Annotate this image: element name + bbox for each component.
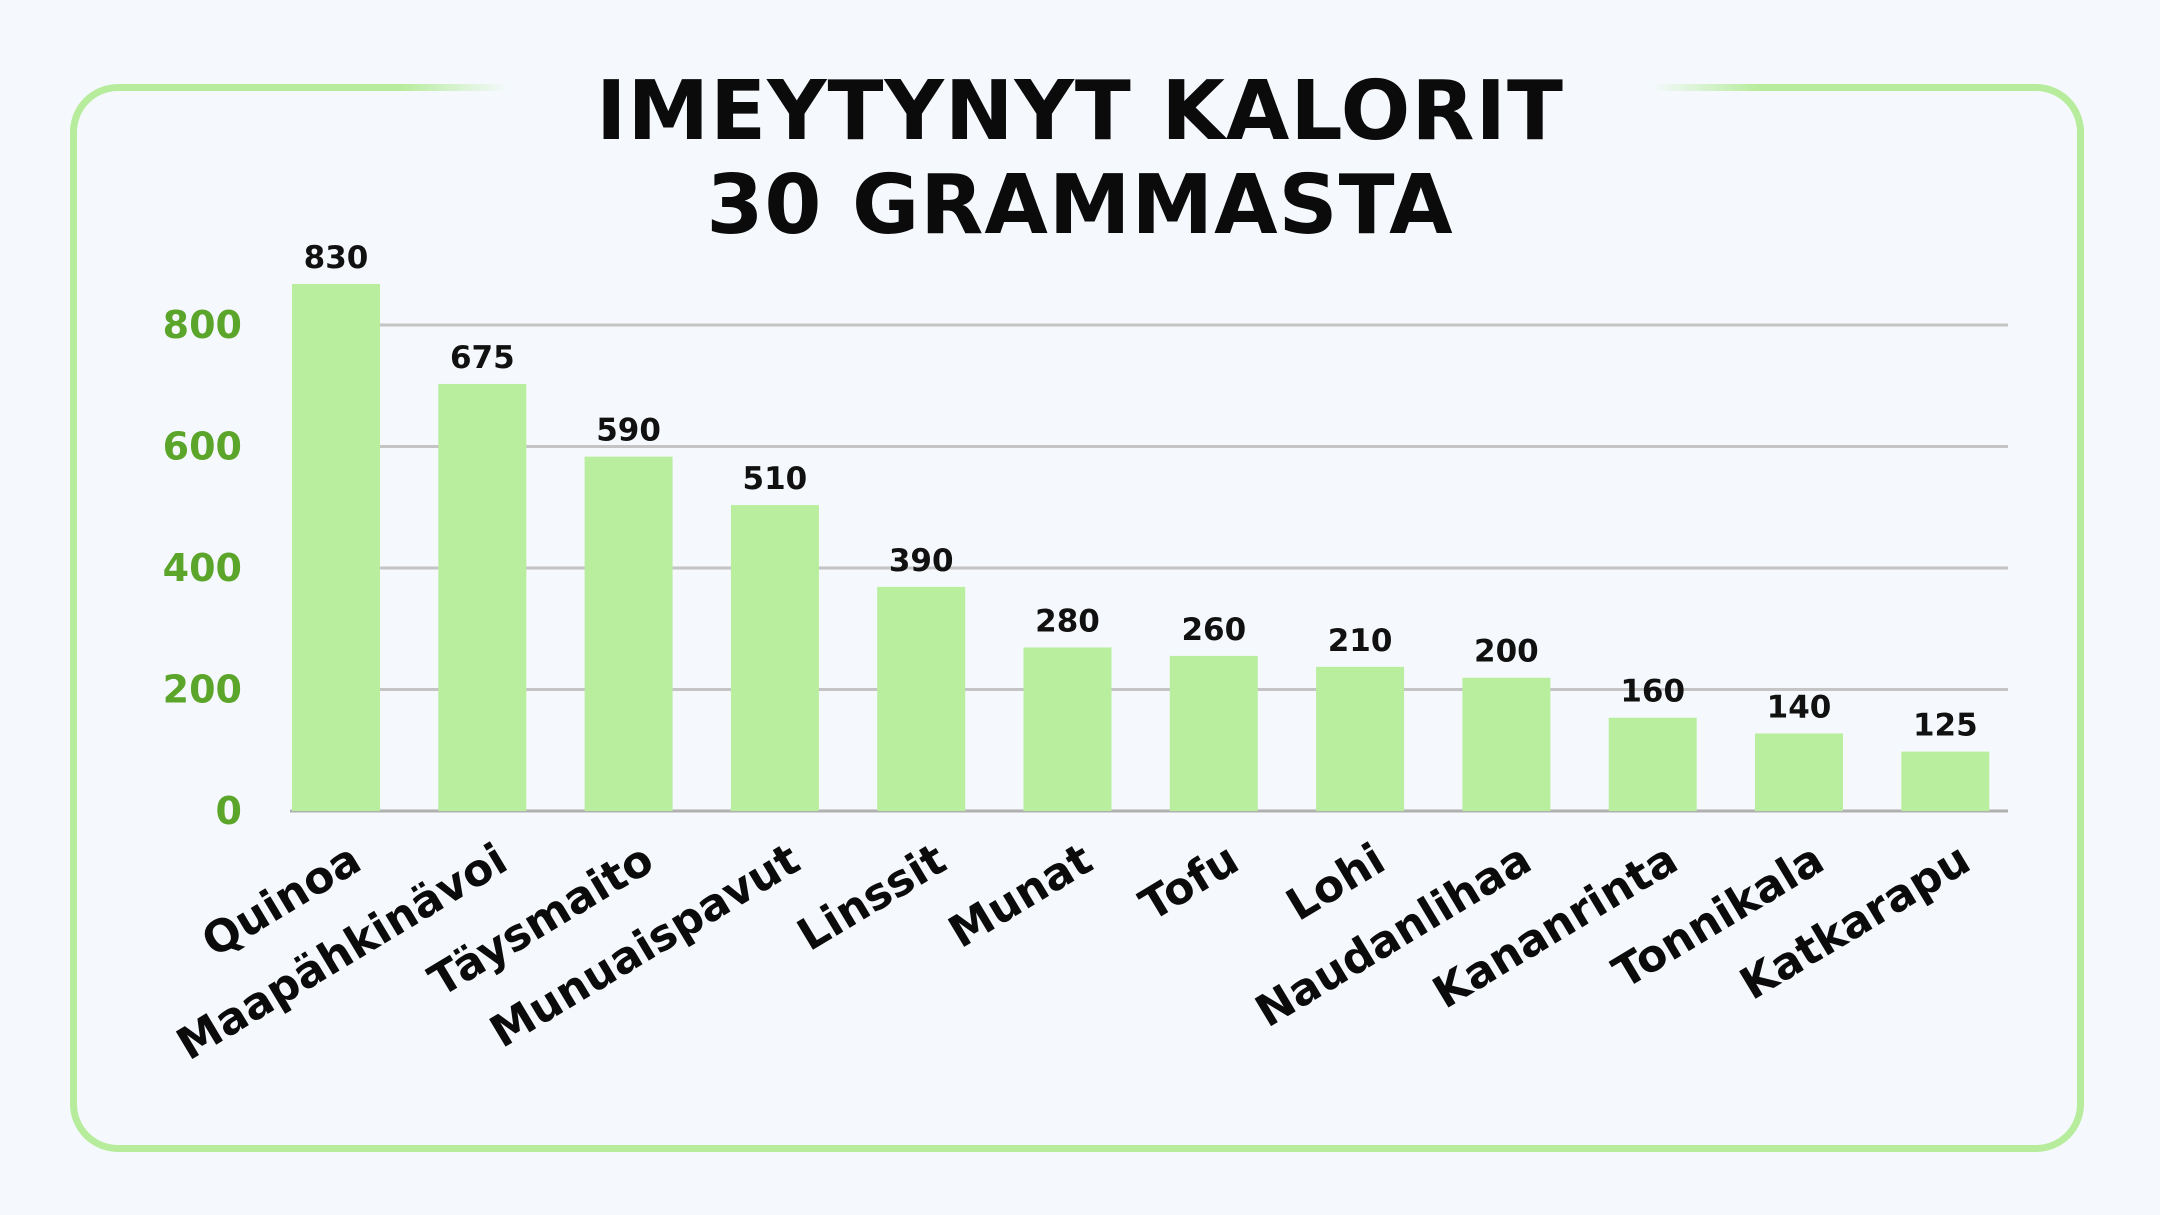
bar-value-label: 830 [304,240,369,276]
bar [1316,666,1405,811]
bar-value-label: 675 [450,340,515,376]
x-category-label: Linssit [789,834,955,962]
bar [292,284,380,811]
bar-value-label: 140 [1767,689,1832,725]
bar-value-label: 280 [1035,603,1100,639]
bar [1023,647,1112,811]
bar [1462,677,1551,811]
bar-value-label: 200 [1474,634,1539,670]
y-tick-label: 0 [216,789,242,833]
bar [1608,717,1697,811]
bar [1901,751,1990,811]
bar-value-label: 210 [1328,623,1393,659]
bar [877,586,966,811]
bar [438,383,527,811]
chart-title-line-2: 30 GRAMMASTA [706,158,1454,253]
bar-value-label: 125 [1913,708,1978,744]
bar [1169,655,1258,811]
y-tick-label: 600 [163,425,242,469]
bar-value-label: 590 [596,413,661,449]
bar-value-label: 260 [1181,612,1246,648]
bar-value-label: 160 [1620,674,1685,710]
x-category-label: Munat [940,834,1101,959]
bar [730,505,819,811]
title-background [400,60,1760,110]
bar [584,456,673,811]
bar-value-label: 510 [743,461,808,497]
y-tick-label: 800 [163,303,242,347]
x-category-label: Tofu [1131,834,1247,932]
y-tick-label: 200 [163,668,242,712]
bar-value-label: 390 [889,543,954,579]
y-tick-label: 400 [163,546,242,590]
x-category-label: Kananrinta [1424,834,1686,1019]
chart-title-line-1: IMEYTYNYT KALORIT [596,64,1564,159]
bar [1755,733,1843,811]
